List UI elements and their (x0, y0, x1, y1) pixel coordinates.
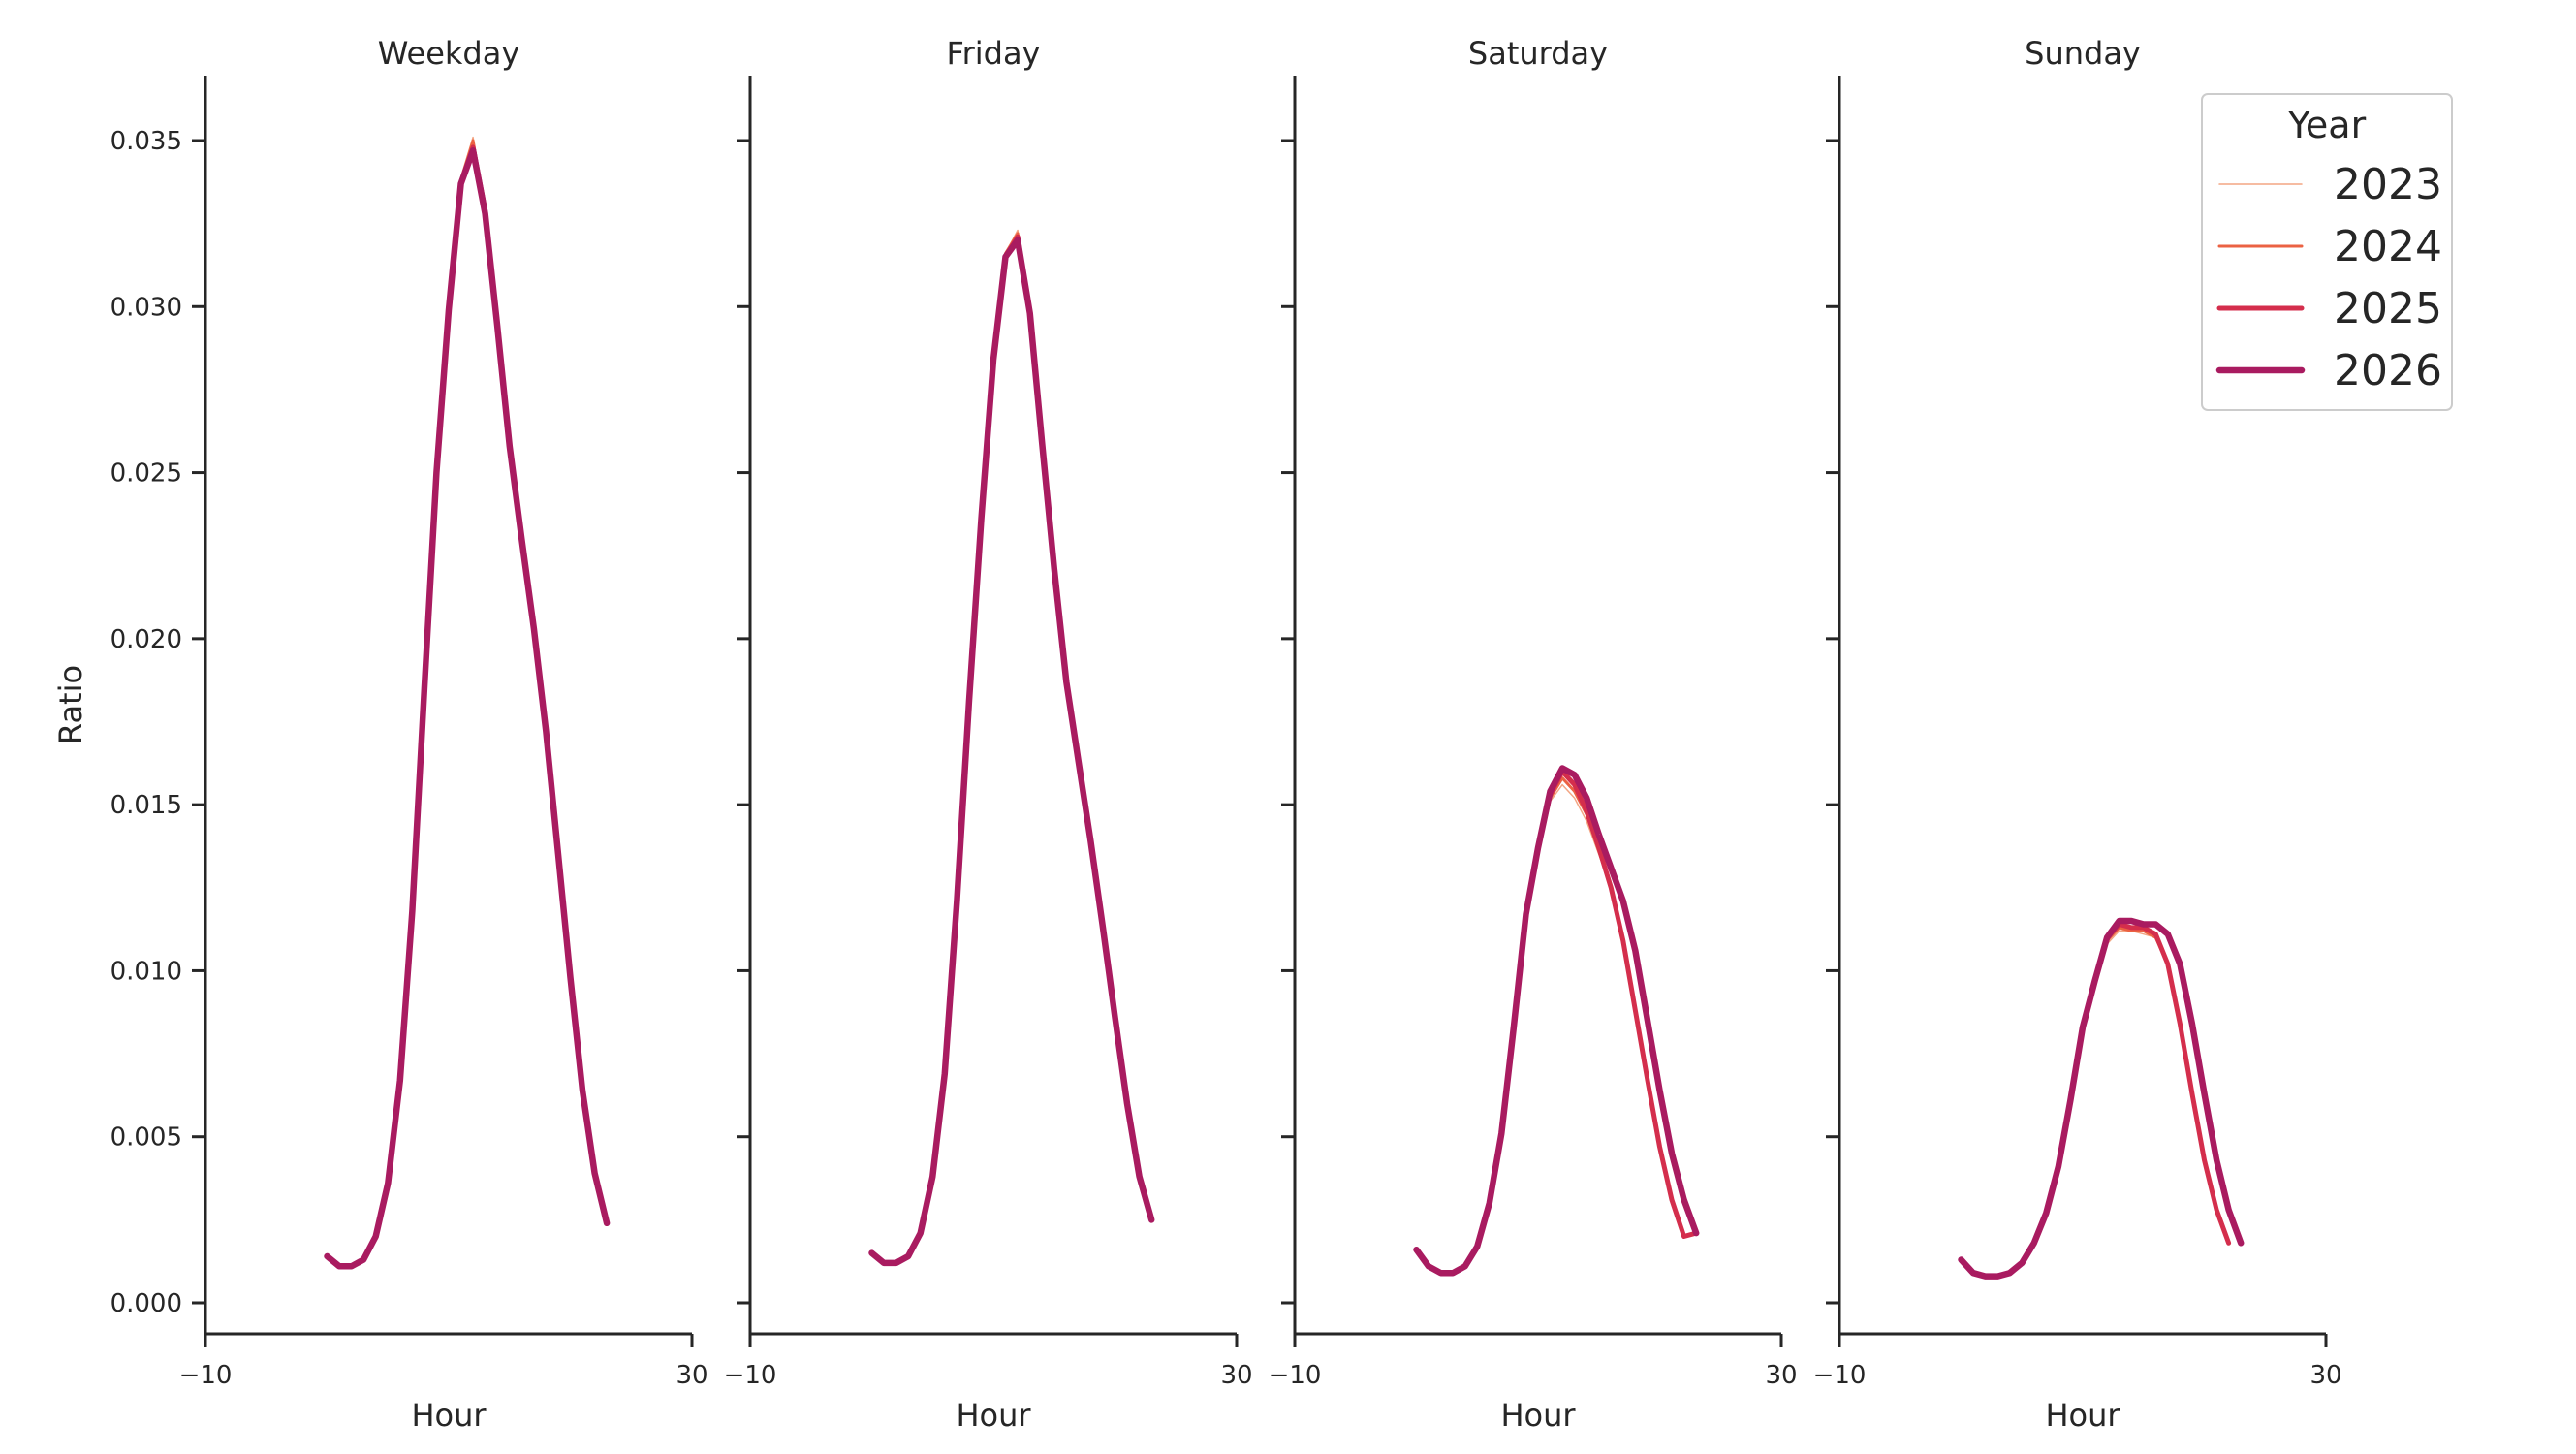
series-line-2024 (326, 139, 609, 1268)
y-tick-label: 0.020 (110, 625, 182, 654)
panels-group: Weekday 0.000 0.005 0.010 0.015 0.020 0.025 0.0… (110, 35, 2342, 1434)
panel-weekday: Weekday 0.000 0.005 0.010 0.015 0.020 0.025 0.0… (110, 35, 708, 1434)
series-line-2023 (870, 229, 1152, 1264)
legend-label: 2024 (2334, 222, 2442, 271)
panel-title: Sunday (2025, 35, 2141, 72)
x-axis-label: Hour (2045, 1397, 2120, 1434)
panel-title: Weekday (378, 35, 520, 72)
x-tick-label: −10 (179, 1361, 233, 1390)
x-axis-label: Hour (1500, 1397, 1576, 1434)
legend-label: 2023 (2334, 160, 2442, 209)
series-line-2023 (326, 136, 608, 1268)
y-tick-label: 0.005 (110, 1123, 182, 1153)
series-line-2025 (1414, 769, 1699, 1276)
y-tick-label: 0.010 (110, 957, 182, 986)
y-tick-label: 0.035 (110, 127, 182, 156)
series-line-2026 (868, 237, 1155, 1267)
series-line-2025 (325, 144, 610, 1269)
series-line-2025 (869, 234, 1154, 1266)
series-line-2026 (324, 147, 611, 1270)
series-line-2024 (1415, 776, 1698, 1275)
legend-frame (2201, 93, 2453, 411)
x-tick-label: 30 (675, 1361, 707, 1390)
x-axis-label: Hour (411, 1397, 487, 1434)
legend-item-2025: 2025 (2216, 284, 2442, 333)
x-tick-label: −10 (1269, 1361, 1322, 1390)
series-line-2024 (870, 232, 1153, 1265)
x-axis-label: Hour (956, 1397, 1031, 1434)
panel-title: Saturday (1468, 35, 1608, 72)
panel-friday: Friday −10 30 Hour (724, 35, 1253, 1434)
panel-saturday: Saturday −10 30 Hour (1269, 35, 1798, 1434)
legend-label: 2025 (2334, 284, 2442, 333)
legend-items: 2023 2024 2025 2026 (2215, 160, 2442, 395)
series-line-2026 (1413, 765, 1700, 1277)
panel-sunday: Sunday −10 30 Hour (1813, 35, 2342, 1434)
y-tick-label: 0.015 (110, 791, 182, 820)
legend-item-2024: 2024 (2217, 222, 2442, 271)
legend-item-2026: 2026 (2215, 346, 2442, 395)
legend-item-2023: 2023 (2218, 160, 2442, 209)
series-line-2023 (1415, 783, 1697, 1274)
y-tick-label: 0.000 (110, 1289, 182, 1318)
x-tick-label: 30 (1220, 1361, 1252, 1390)
x-tick-label: −10 (724, 1361, 777, 1390)
y-tick-label: 0.030 (110, 293, 182, 322)
y-axis-label: Ratio (52, 665, 89, 744)
legend-label: 2026 (2334, 346, 2442, 395)
legend: Year 2023 2024 2025 2026 (2201, 93, 2453, 411)
y-tick-label: 0.025 (110, 459, 182, 489)
panel-title: Friday (947, 35, 1041, 72)
x-tick-label: 30 (1765, 1361, 1797, 1390)
x-tick-label: −10 (1813, 1361, 1867, 1390)
series-line-2026 (1958, 917, 2245, 1280)
legend-title: Year (2287, 104, 2367, 146)
x-tick-label: 30 (2309, 1361, 2341, 1390)
